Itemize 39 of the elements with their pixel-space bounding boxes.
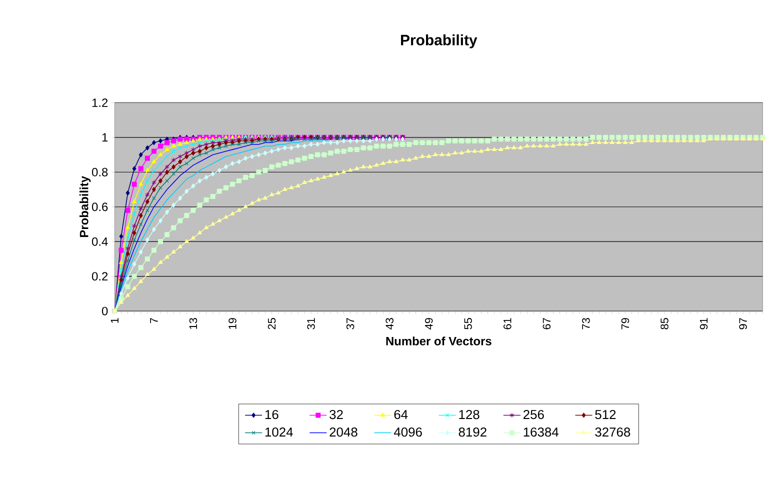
y-axis-title: Probability <box>80 176 91 238</box>
x-tick-label: 55 <box>464 318 472 330</box>
y-tick-label: 0.8 <box>92 168 108 177</box>
x-tick-label: 25 <box>268 318 276 330</box>
legend-label: 4096 <box>394 428 422 437</box>
x-axis-title: Number of Vectors <box>386 336 492 346</box>
x-tick-label: 61 <box>504 318 512 330</box>
x-tick-label: 97 <box>739 318 747 330</box>
legend-label: 8192 <box>458 428 486 437</box>
y-tick-label: 0.6 <box>92 202 108 212</box>
y-tick-label: 0.2 <box>92 272 108 281</box>
x-tick-label: 13 <box>189 318 198 330</box>
x-tick-label: 1 <box>110 318 118 324</box>
legend-label: 16 <box>265 410 278 420</box>
x-tick-label: 7 <box>150 318 158 324</box>
y-tick-label: 1.2 <box>92 98 108 108</box>
legend-label: 16384 <box>524 428 558 437</box>
x-tick-label: 73 <box>582 318 590 330</box>
legend-label: 256 <box>524 410 544 420</box>
legend-label: 64 <box>394 410 408 420</box>
legend-label: 32768 <box>595 428 630 437</box>
x-tick-label: 85 <box>660 318 668 330</box>
x-tick-label: 31 <box>307 318 315 330</box>
legend-label: 128 <box>459 410 480 420</box>
x-tick-label: 79 <box>621 318 630 330</box>
legend-label: 2048 <box>330 428 358 437</box>
y-tick-label: 0 <box>102 307 108 316</box>
y-tick-label: 0.4 <box>92 238 108 246</box>
x-tick-label: 67 <box>542 318 551 330</box>
y-tick-label: 1 <box>102 134 108 142</box>
legend-label: 512 <box>595 410 616 420</box>
x-tick-label: 43 <box>386 318 394 330</box>
x-tick-label: 91 <box>700 318 708 330</box>
x-tick-label: 49 <box>424 318 433 330</box>
chart-title: Probability <box>401 34 478 49</box>
legend-label: 1024 <box>265 428 293 437</box>
legend-label: 32 <box>330 410 343 420</box>
x-tick-label: 19 <box>228 318 236 330</box>
x-tick-label: 37 <box>346 318 354 330</box>
